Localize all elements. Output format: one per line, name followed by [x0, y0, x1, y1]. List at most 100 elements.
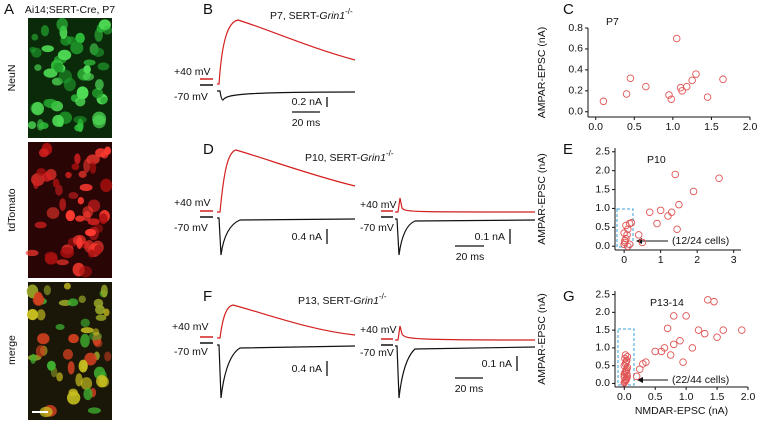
cell: [65, 210, 76, 222]
y-axis-label: AMPAR-EPSC (nA): [536, 153, 548, 244]
cell: [92, 328, 100, 336]
cell: [46, 360, 56, 371]
point: [682, 82, 691, 91]
scale-label: 20 ms: [455, 383, 484, 395]
holding-label: -70 mV: [174, 91, 208, 103]
cell: [78, 170, 87, 178]
x-tick-label: 0.0: [617, 391, 632, 403]
cell: [74, 153, 81, 165]
cell: [79, 183, 93, 192]
cell: [41, 45, 54, 53]
point: [656, 206, 665, 215]
cell: [102, 26, 113, 35]
cell: [65, 171, 72, 179]
cell: [68, 333, 79, 344]
point: [673, 225, 681, 233]
point: [632, 372, 641, 381]
cell: [43, 99, 52, 107]
highlight-box: [616, 208, 634, 248]
scale-label: 0.4 nA: [292, 231, 322, 243]
point: [599, 97, 608, 106]
cell: [52, 178, 60, 188]
x-tick-label: 3: [731, 254, 737, 266]
point: [675, 200, 683, 209]
panel-letter: G: [563, 288, 575, 305]
point: [642, 82, 650, 91]
trace-title: P7, SERT-Grin1-/-: [270, 7, 353, 22]
panel-letter: E: [563, 141, 573, 158]
point: [622, 90, 631, 98]
cell: [56, 372, 63, 382]
cell: [25, 249, 39, 257]
panel-letter: C: [563, 1, 574, 18]
cell: [95, 79, 104, 91]
y-axis-label: AMPAR-EPSC (nA): [536, 27, 548, 118]
holding-label: +40 mV: [360, 324, 396, 336]
cell: [92, 88, 104, 99]
chart-title: P13-14: [650, 297, 684, 309]
cell: [83, 65, 91, 74]
x-tick-label: 0: [621, 254, 627, 266]
cell: [94, 28, 103, 42]
cell: [73, 115, 87, 124]
y-tick-label: 2.0: [595, 306, 610, 318]
cell: [93, 244, 102, 256]
cell: [55, 323, 65, 331]
point: [676, 337, 684, 345]
point: [660, 344, 669, 352]
cell: [80, 333, 90, 348]
chart-title: P7: [606, 16, 619, 28]
scale-label: 0.1 nA: [475, 231, 505, 243]
cell: [97, 62, 110, 71]
point: [688, 344, 697, 352]
point: [670, 312, 678, 320]
trace-40mv: [217, 304, 356, 339]
cell: [57, 49, 72, 61]
cell: [33, 291, 44, 306]
panel-letter: D: [203, 141, 214, 158]
cell: [104, 351, 112, 362]
cell: [42, 172, 52, 182]
cell: [80, 327, 94, 334]
cell: [100, 96, 108, 104]
cell: [67, 298, 79, 307]
y-tick-label: 1.0: [595, 202, 610, 214]
y-tick-label: 1.5: [595, 324, 610, 336]
cell: [38, 122, 49, 130]
panel-letter: F: [203, 288, 212, 305]
point: [679, 358, 687, 366]
y-axis-label: AMPAR-EPSC (nA): [536, 293, 548, 384]
trace-title: P10, SERT-Grin1-/-: [305, 149, 394, 164]
point: [621, 354, 629, 363]
x-tick-label: 0.0: [588, 121, 603, 133]
cell: [93, 298, 104, 308]
y-tick-label: 0.5: [595, 359, 610, 371]
cell: [56, 259, 69, 266]
y-tick-label: 1.5: [595, 183, 610, 195]
cell: [27, 121, 37, 129]
trace-40mv: [217, 19, 356, 85]
trace-title: P13, SERT-Grin1-/-: [298, 292, 387, 307]
cell: [78, 359, 88, 373]
cell: [75, 32, 85, 44]
cell: [83, 59, 96, 66]
cell: [58, 69, 73, 84]
y-tick-label: 0.0: [595, 240, 610, 252]
scale-label: 0.4 nA: [292, 363, 322, 375]
cell: [85, 228, 97, 237]
point: [642, 358, 650, 366]
y-tick-label: 2.5: [595, 146, 610, 158]
point: [688, 76, 696, 85]
holding-label: -70 mV: [360, 347, 394, 359]
point: [663, 324, 672, 333]
image-label: NeuN: [6, 65, 18, 92]
point: [719, 326, 728, 334]
x-tick-label: 2: [694, 254, 700, 266]
cell: [40, 25, 50, 37]
point: [645, 208, 654, 216]
point: [651, 347, 659, 356]
cell: [77, 197, 84, 205]
cell: [82, 206, 94, 218]
cell: [86, 154, 100, 165]
image-label: tdTomato: [6, 188, 18, 231]
